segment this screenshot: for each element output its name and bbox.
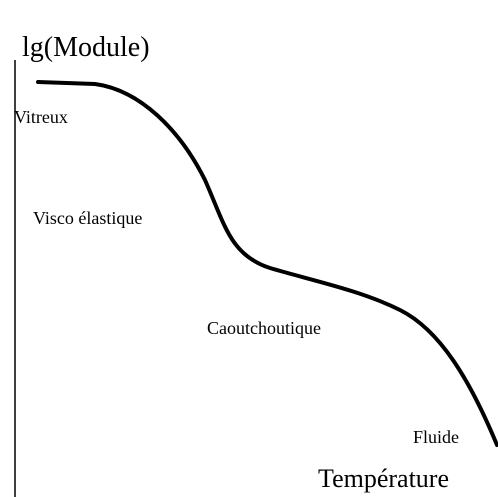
x-axis-label: Température [318,464,449,493]
region-label: Vitreux [14,107,68,127]
region-label: Caoutchoutique [207,318,321,338]
modulus-curve [36,80,498,447]
region-label: Visco élastique [33,208,142,228]
region-label: Fluide [413,427,459,447]
y-axis-label: lg(Module) [22,32,150,63]
